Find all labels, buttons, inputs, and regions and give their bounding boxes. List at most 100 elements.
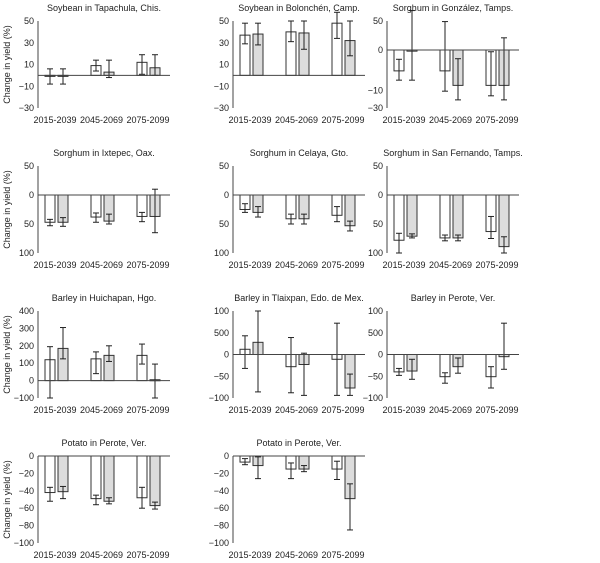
y-tick-label: 200 (19, 341, 34, 351)
y-tick-label: 100 (19, 358, 34, 368)
y-tick-label: 0 (29, 190, 34, 200)
subplot-svg: Sorghum in González, Tamps. 50 0 −10 −30 2015… (368, 3, 519, 125)
y-axis-label: Change in yield (%) (2, 25, 12, 104)
x-tick-label: 2075-2099 (321, 115, 364, 125)
y-tick-label: −100 (14, 538, 34, 548)
subplot-title: Sorghum in San Fernando, Tamps. (383, 148, 522, 158)
bar (44, 194, 56, 223)
subplot-title: Sorghum in González, Tamps. (393, 3, 513, 13)
y-tick-label: 500 (214, 328, 229, 338)
subplot-svg: Sorghum in Ixtepec, Oax. Change in yield … (2, 148, 170, 270)
subplot-svg: Soybean in Bolonchén, Camp. 50 30 10 −10 −30 2… (214, 3, 365, 125)
subplot: Sorghum in Ixtepec, Oax. Change in yield … (0, 145, 200, 285)
subplot-svg: Barley in Tlaixpan, Edo. de Mex. 100 500 0 −… (209, 293, 365, 415)
y-tick-label: 50 (219, 219, 229, 229)
y-tick-label: −20 (214, 468, 229, 478)
y-tick-label: −10 (214, 81, 229, 91)
x-tick-label: 2075-2099 (321, 550, 364, 560)
x-tick-label: 2045-2069 (275, 405, 318, 415)
y-tick-label: 50 (24, 161, 34, 171)
y-tick-label: 100 (19, 248, 34, 258)
y-tick-label: 50 (373, 16, 383, 26)
subplot-title: Barley in Tlaixpan, Edo. de Mex. (234, 293, 363, 303)
y-tick-label: 30 (24, 38, 34, 48)
y-tick-label: 10 (24, 60, 34, 70)
y-tick-label: −100 (209, 393, 229, 403)
bar (149, 455, 161, 507)
subplot-title: Soybean in Tapachula, Chis. (47, 3, 161, 13)
y-tick-label: 0 (224, 451, 229, 461)
y-axis-label: Change in yield (%) (2, 170, 12, 249)
x-tick-label: 2075-2099 (321, 260, 364, 270)
subplot: Soybean in Tapachula, Chis. Change in yie… (0, 0, 200, 140)
y-tick-label: −30 (214, 103, 229, 113)
y-tick-label: 100 (214, 306, 229, 316)
y-axis-label: Change in yield (%) (2, 460, 12, 539)
y-tick-label: −80 (19, 521, 34, 531)
subplot: Potato in Perote, Ver. 0 −20 −40 −60 −80 −100 2… (195, 435, 395, 563)
subplot-svg: Potato in Perote, Ver. 0 −20 −40 −60 −80 −100 2… (209, 438, 365, 560)
x-tick-label: 2045-2069 (80, 115, 123, 125)
y-tick-label: 400 (19, 306, 34, 316)
y-tick-label: 0 (29, 451, 34, 461)
bar (452, 194, 464, 239)
y-tick-label: 0 (378, 350, 383, 360)
y-tick-label: 100 (214, 248, 229, 258)
y-axis-label: Change in yield (%) (2, 315, 12, 394)
y-tick-label: −10 (19, 81, 34, 91)
y-tick-label: 0 (224, 350, 229, 360)
x-tick-label: 2045-2069 (429, 405, 472, 415)
x-tick-label: 2015-2039 (33, 405, 76, 415)
subplot-title: Potato in Perote, Ver. (61, 438, 146, 448)
subplot-svg: Sorghum in San Fernando, Tamps.500501002… (368, 148, 523, 270)
x-tick-label: 2075-2099 (475, 405, 518, 415)
x-tick-label: 2045-2069 (80, 260, 123, 270)
y-tick-label: 30 (219, 38, 229, 48)
x-tick-label: 2015-2039 (228, 405, 271, 415)
x-tick-label: 2045-2069 (275, 550, 318, 560)
subplot: Sorghum in Celaya, Gto. 50 0 50 100 2015-2039… (195, 145, 395, 285)
subplot: Potato in Perote, Ver. Change in yield (%… (0, 435, 200, 563)
y-tick-label: −80 (214, 521, 229, 531)
subplot-title: Barley in Perote, Ver. (411, 293, 496, 303)
y-tick-label: −100 (14, 393, 34, 403)
y-tick-label: 50 (219, 161, 229, 171)
bar (103, 455, 115, 502)
x-tick-label: 2015-2039 (382, 260, 425, 270)
y-tick-label: −100 (363, 393, 383, 403)
y-tick-label: −60 (19, 503, 34, 513)
y-tick-label: −50 (214, 371, 229, 381)
x-tick-label: 2075-2099 (126, 550, 169, 560)
bar (90, 455, 102, 500)
y-tick-label: −30 (368, 103, 383, 113)
y-tick-label: 50 (24, 16, 34, 26)
bar (439, 194, 451, 239)
x-tick-label: 2045-2069 (429, 115, 472, 125)
bar (406, 194, 418, 237)
y-tick-label: −20 (19, 468, 34, 478)
subplot: Sorghum in San Fernando, Tamps. 50 0 50 100 2… (349, 145, 549, 285)
y-tick-label: −60 (214, 503, 229, 513)
y-tick-label: −100 (209, 538, 229, 548)
x-tick-label: 2015-2039 (33, 115, 76, 125)
y-tick-label: 300 (19, 323, 34, 333)
subplot-title: Barley in Huichapan, Hgo. (52, 293, 157, 303)
subplot-title: Sorghum in Celaya, Gto. (250, 148, 349, 158)
x-tick-label: 2075-2099 (475, 260, 518, 270)
y-tick-label: −40 (19, 486, 34, 496)
y-tick-label: 100 (368, 248, 383, 258)
subplot: Barley in Tlaixpan, Edo. de Mex. 100 500 0 −… (195, 290, 395, 430)
y-tick-label: 50 (24, 219, 34, 229)
subplot-svg: Sorghum in Celaya, Gto. 50 0 50 100 2015-2039… (214, 148, 365, 270)
y-tick-label: 0 (224, 190, 229, 200)
subplot-svg: Barley in Perote, Ver. 100 500 0 −50 −100 2015… (363, 293, 519, 415)
subplot: Soybean in Bolonchén, Camp. 50 30 10 −10 −30 2… (195, 0, 395, 140)
y-tick-label: 100 (368, 306, 383, 316)
subplot-title: Sorghum in Ixtepec, Oax. (53, 148, 155, 158)
subplot: Sorghum in González, Tamps. 50 0 −10 −30 2015… (349, 0, 549, 140)
x-tick-label: 2015-2039 (382, 115, 425, 125)
y-tick-label: 50 (373, 161, 383, 171)
subplot-svg: Soybean in Tapachula, Chis. Change in yie… (2, 3, 170, 125)
x-tick-label: 2015-2039 (228, 115, 271, 125)
